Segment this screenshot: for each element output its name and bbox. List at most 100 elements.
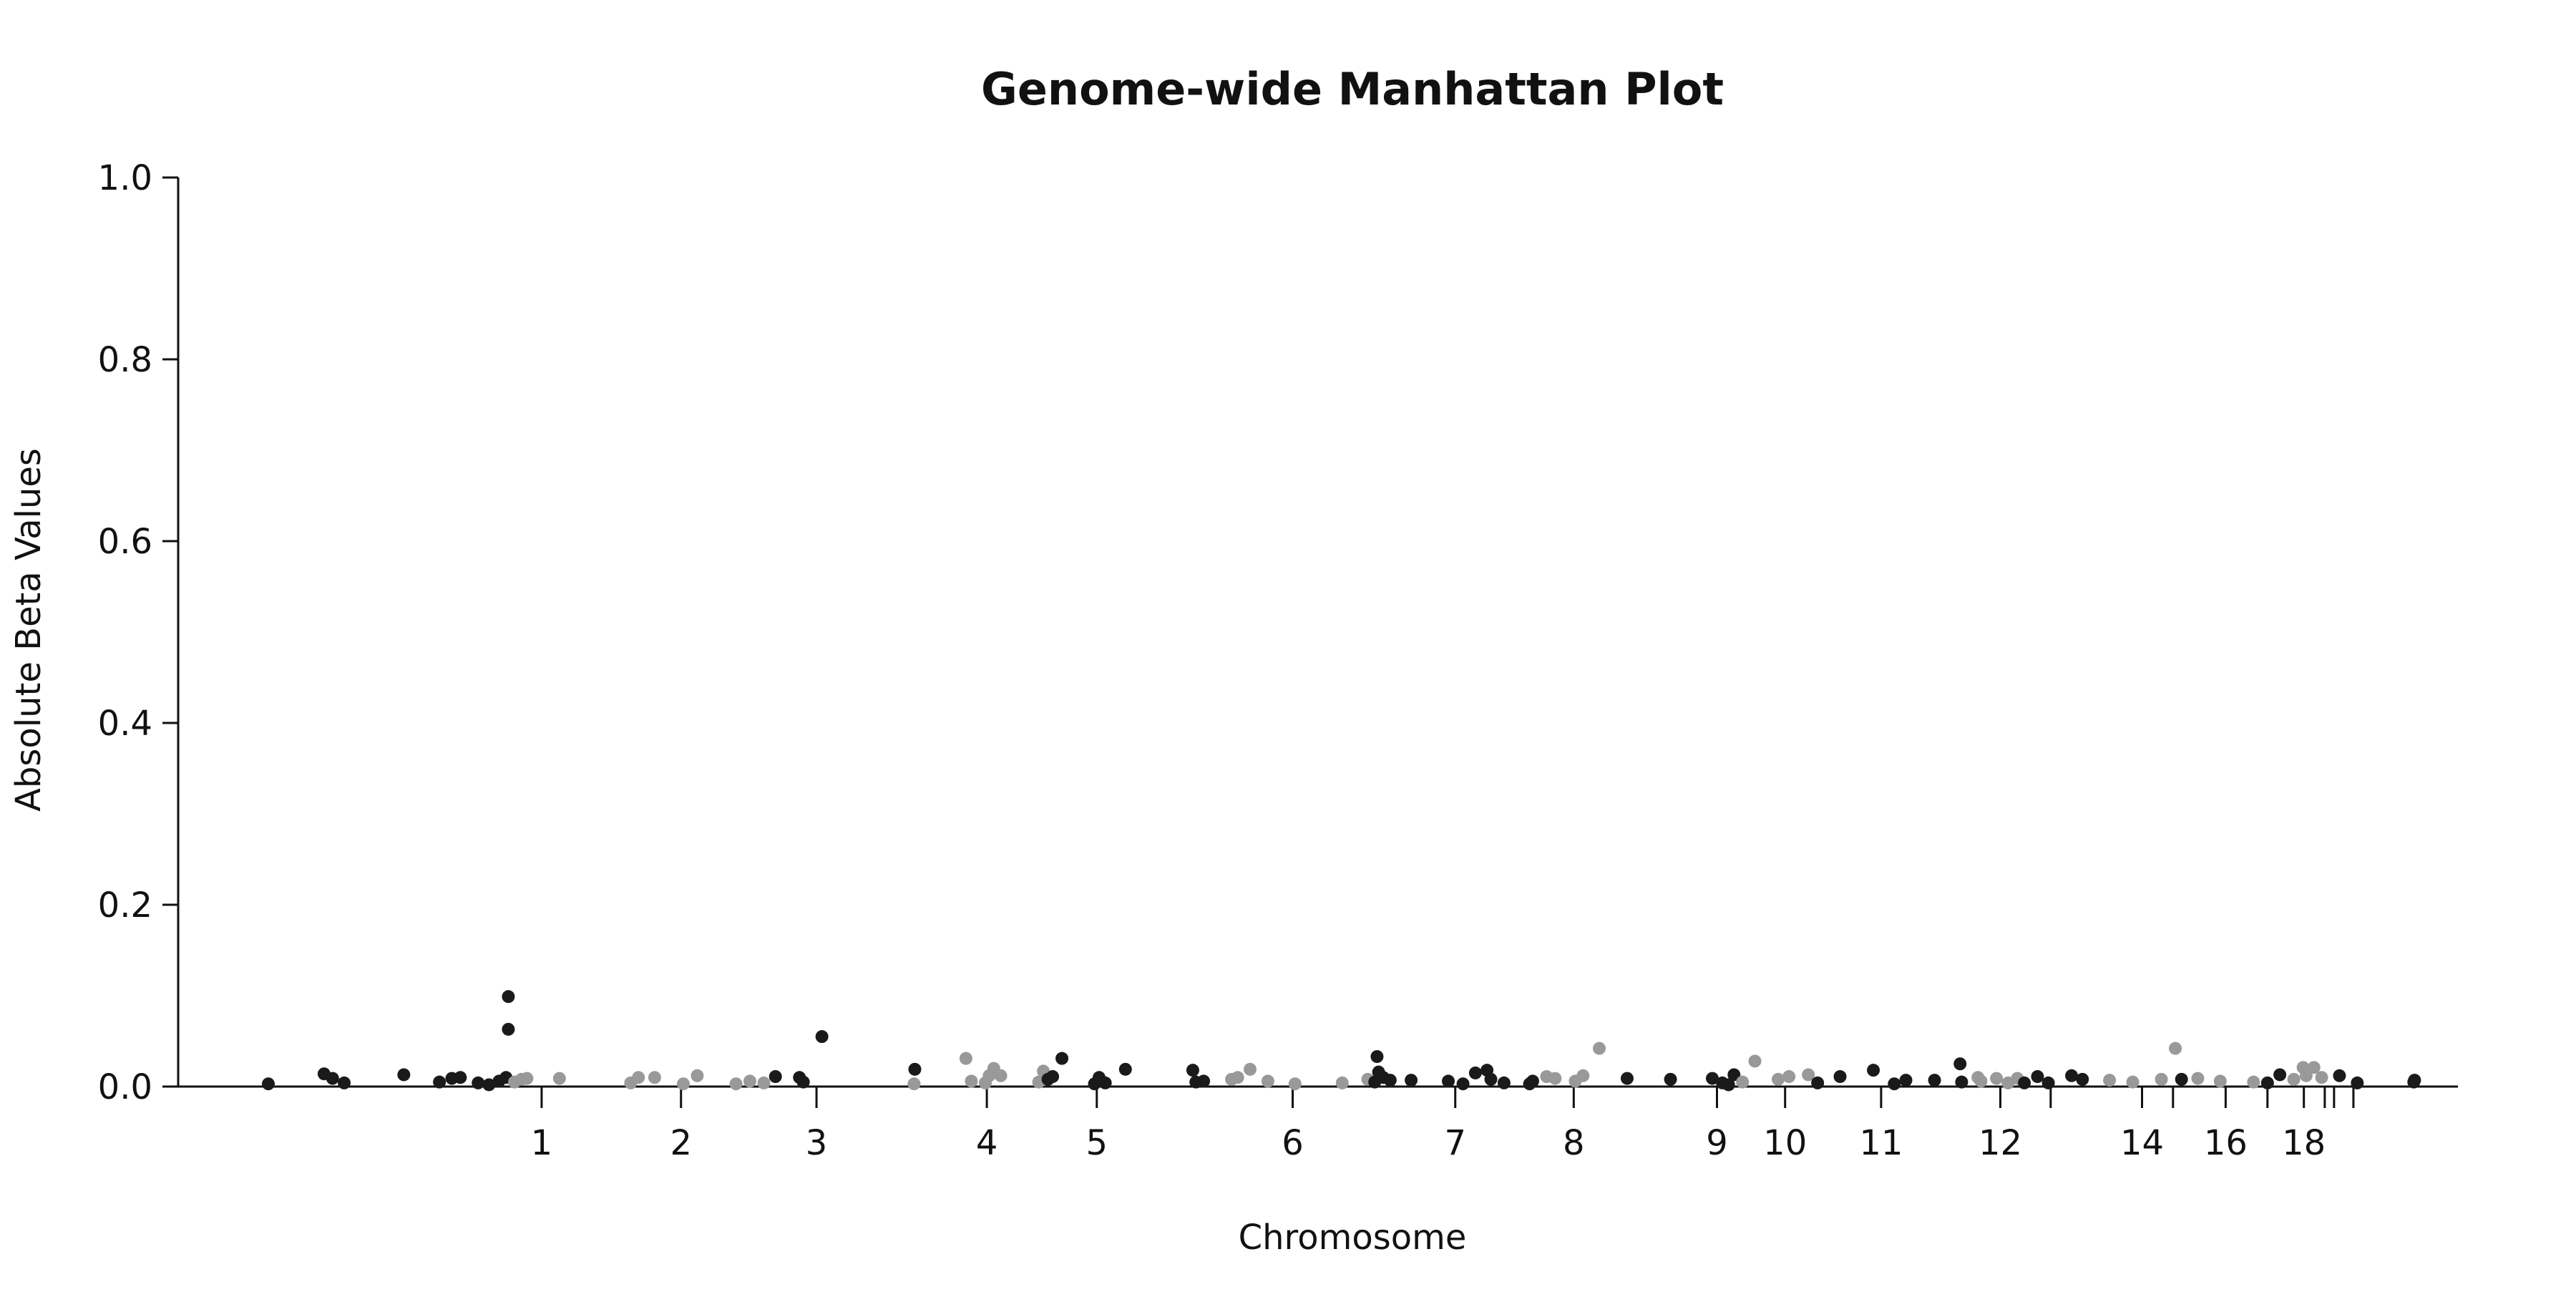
x-tick-label: 2 [670, 1123, 692, 1163]
chart-title: Genome-wide Manhattan Plot [981, 63, 1724, 115]
data-point [1055, 1051, 1069, 1065]
data-point [502, 1022, 515, 1036]
data-point [648, 1071, 661, 1084]
data-point [2065, 1069, 2079, 1082]
data-point [907, 1077, 921, 1091]
data-point [1736, 1075, 1750, 1089]
x-tick-label: 6 [1282, 1123, 1304, 1163]
data-point [1197, 1074, 1211, 1088]
data-point [1990, 1072, 2004, 1085]
data-point [454, 1071, 467, 1084]
data-point [1370, 1050, 1384, 1064]
data-point [1098, 1076, 1112, 1089]
x-tick-label: 10 [1763, 1123, 1807, 1163]
x-tick-label: 8 [1563, 1123, 1585, 1163]
data-point [2169, 1041, 2182, 1055]
data-point [2076, 1072, 2089, 1086]
x-tick-label: 4 [976, 1123, 998, 1163]
data-point [908, 1062, 922, 1076]
data-point [1771, 1072, 1785, 1086]
data-point [2299, 1069, 2313, 1082]
y-tick-label: 1.0 [98, 158, 152, 198]
x-tick-label: 9 [1706, 1123, 1728, 1163]
y-tick-label: 0.8 [98, 340, 152, 380]
x-axis-title: Chromosome [1239, 1218, 1467, 1258]
data-point [1244, 1062, 1257, 1076]
data-point [2103, 1074, 2117, 1087]
data-point [1722, 1078, 1735, 1092]
y-tick-label: 0.0 [98, 1067, 152, 1107]
data-point [2191, 1072, 2205, 1085]
data-point [1955, 1075, 1968, 1089]
x-tick-label: 11 [1859, 1123, 1903, 1163]
data-point [1748, 1054, 1762, 1068]
data-point [472, 1076, 485, 1089]
x-tick-label: 5 [1085, 1123, 1108, 1163]
data-point [482, 1078, 496, 1092]
data-point [1811, 1076, 1825, 1089]
x-tick-label: 3 [806, 1123, 828, 1163]
x-tick-label: 1 [531, 1123, 553, 1163]
data-point [743, 1074, 757, 1088]
data-point [1468, 1066, 1482, 1079]
data-point [2408, 1074, 2421, 1087]
data-point [338, 1076, 351, 1089]
data-point [2018, 1076, 2031, 1089]
data-point [2155, 1072, 2168, 1086]
data-point [1727, 1068, 1741, 1082]
data-point [1953, 1057, 1967, 1071]
data-point [1782, 1070, 1796, 1084]
data-point [1526, 1074, 1539, 1088]
data-point [2260, 1076, 2274, 1089]
y-tick-label: 0.6 [98, 522, 152, 562]
data-point [2287, 1072, 2301, 1086]
data-point [676, 1077, 690, 1091]
data-point [1456, 1077, 1470, 1091]
data-point [1484, 1072, 1498, 1086]
data-point [1833, 1070, 1847, 1084]
data-point [261, 1077, 275, 1091]
data-point [1974, 1074, 1988, 1088]
data-point [1442, 1074, 1455, 1088]
data-point [1261, 1074, 1274, 1088]
data-point [433, 1075, 447, 1089]
x-tick-label: 14 [2120, 1123, 2164, 1163]
data-point [502, 990, 515, 1004]
x-axis-ticks: 1 2 3 4 5 6 7 8 9 10 11 12 14 16 18 [531, 1087, 2355, 1163]
data-point [757, 1076, 771, 1089]
data-point [2247, 1075, 2260, 1089]
data-point [796, 1075, 810, 1089]
data-point [1046, 1070, 1060, 1084]
data-point [1620, 1072, 1634, 1085]
y-axis-ticks: 0.0 0.2 0.4 0.6 0.8 1.0 [98, 158, 178, 1107]
data-point [1899, 1074, 1913, 1087]
data-point [2351, 1076, 2364, 1089]
data-point [397, 1068, 411, 1082]
data-point [1888, 1077, 1901, 1091]
data-point [2175, 1072, 2188, 1086]
data-point [2031, 1070, 2044, 1084]
data-point [2307, 1061, 2321, 1074]
x-tick-label: 16 [2204, 1123, 2248, 1163]
data-point [1593, 1041, 1606, 1055]
data-point [2315, 1071, 2328, 1084]
data-point [729, 1077, 743, 1091]
y-tick-label: 0.2 [98, 885, 152, 926]
data-point [632, 1071, 645, 1084]
data-point [1705, 1072, 1719, 1085]
data-point [994, 1069, 1008, 1082]
data-point [1405, 1074, 1418, 1087]
data-point [959, 1051, 972, 1065]
data-point [1231, 1071, 1244, 1084]
y-axis-title: Absolute Beta Values [9, 448, 49, 812]
data-point [1664, 1072, 1677, 1086]
data-point [1548, 1072, 1562, 1085]
data-point [1867, 1064, 1880, 1077]
data-point [2126, 1075, 2140, 1089]
x-tick-label: 12 [1979, 1123, 2022, 1163]
data-point [965, 1074, 978, 1088]
data-point [520, 1072, 534, 1085]
data-point [691, 1069, 704, 1082]
